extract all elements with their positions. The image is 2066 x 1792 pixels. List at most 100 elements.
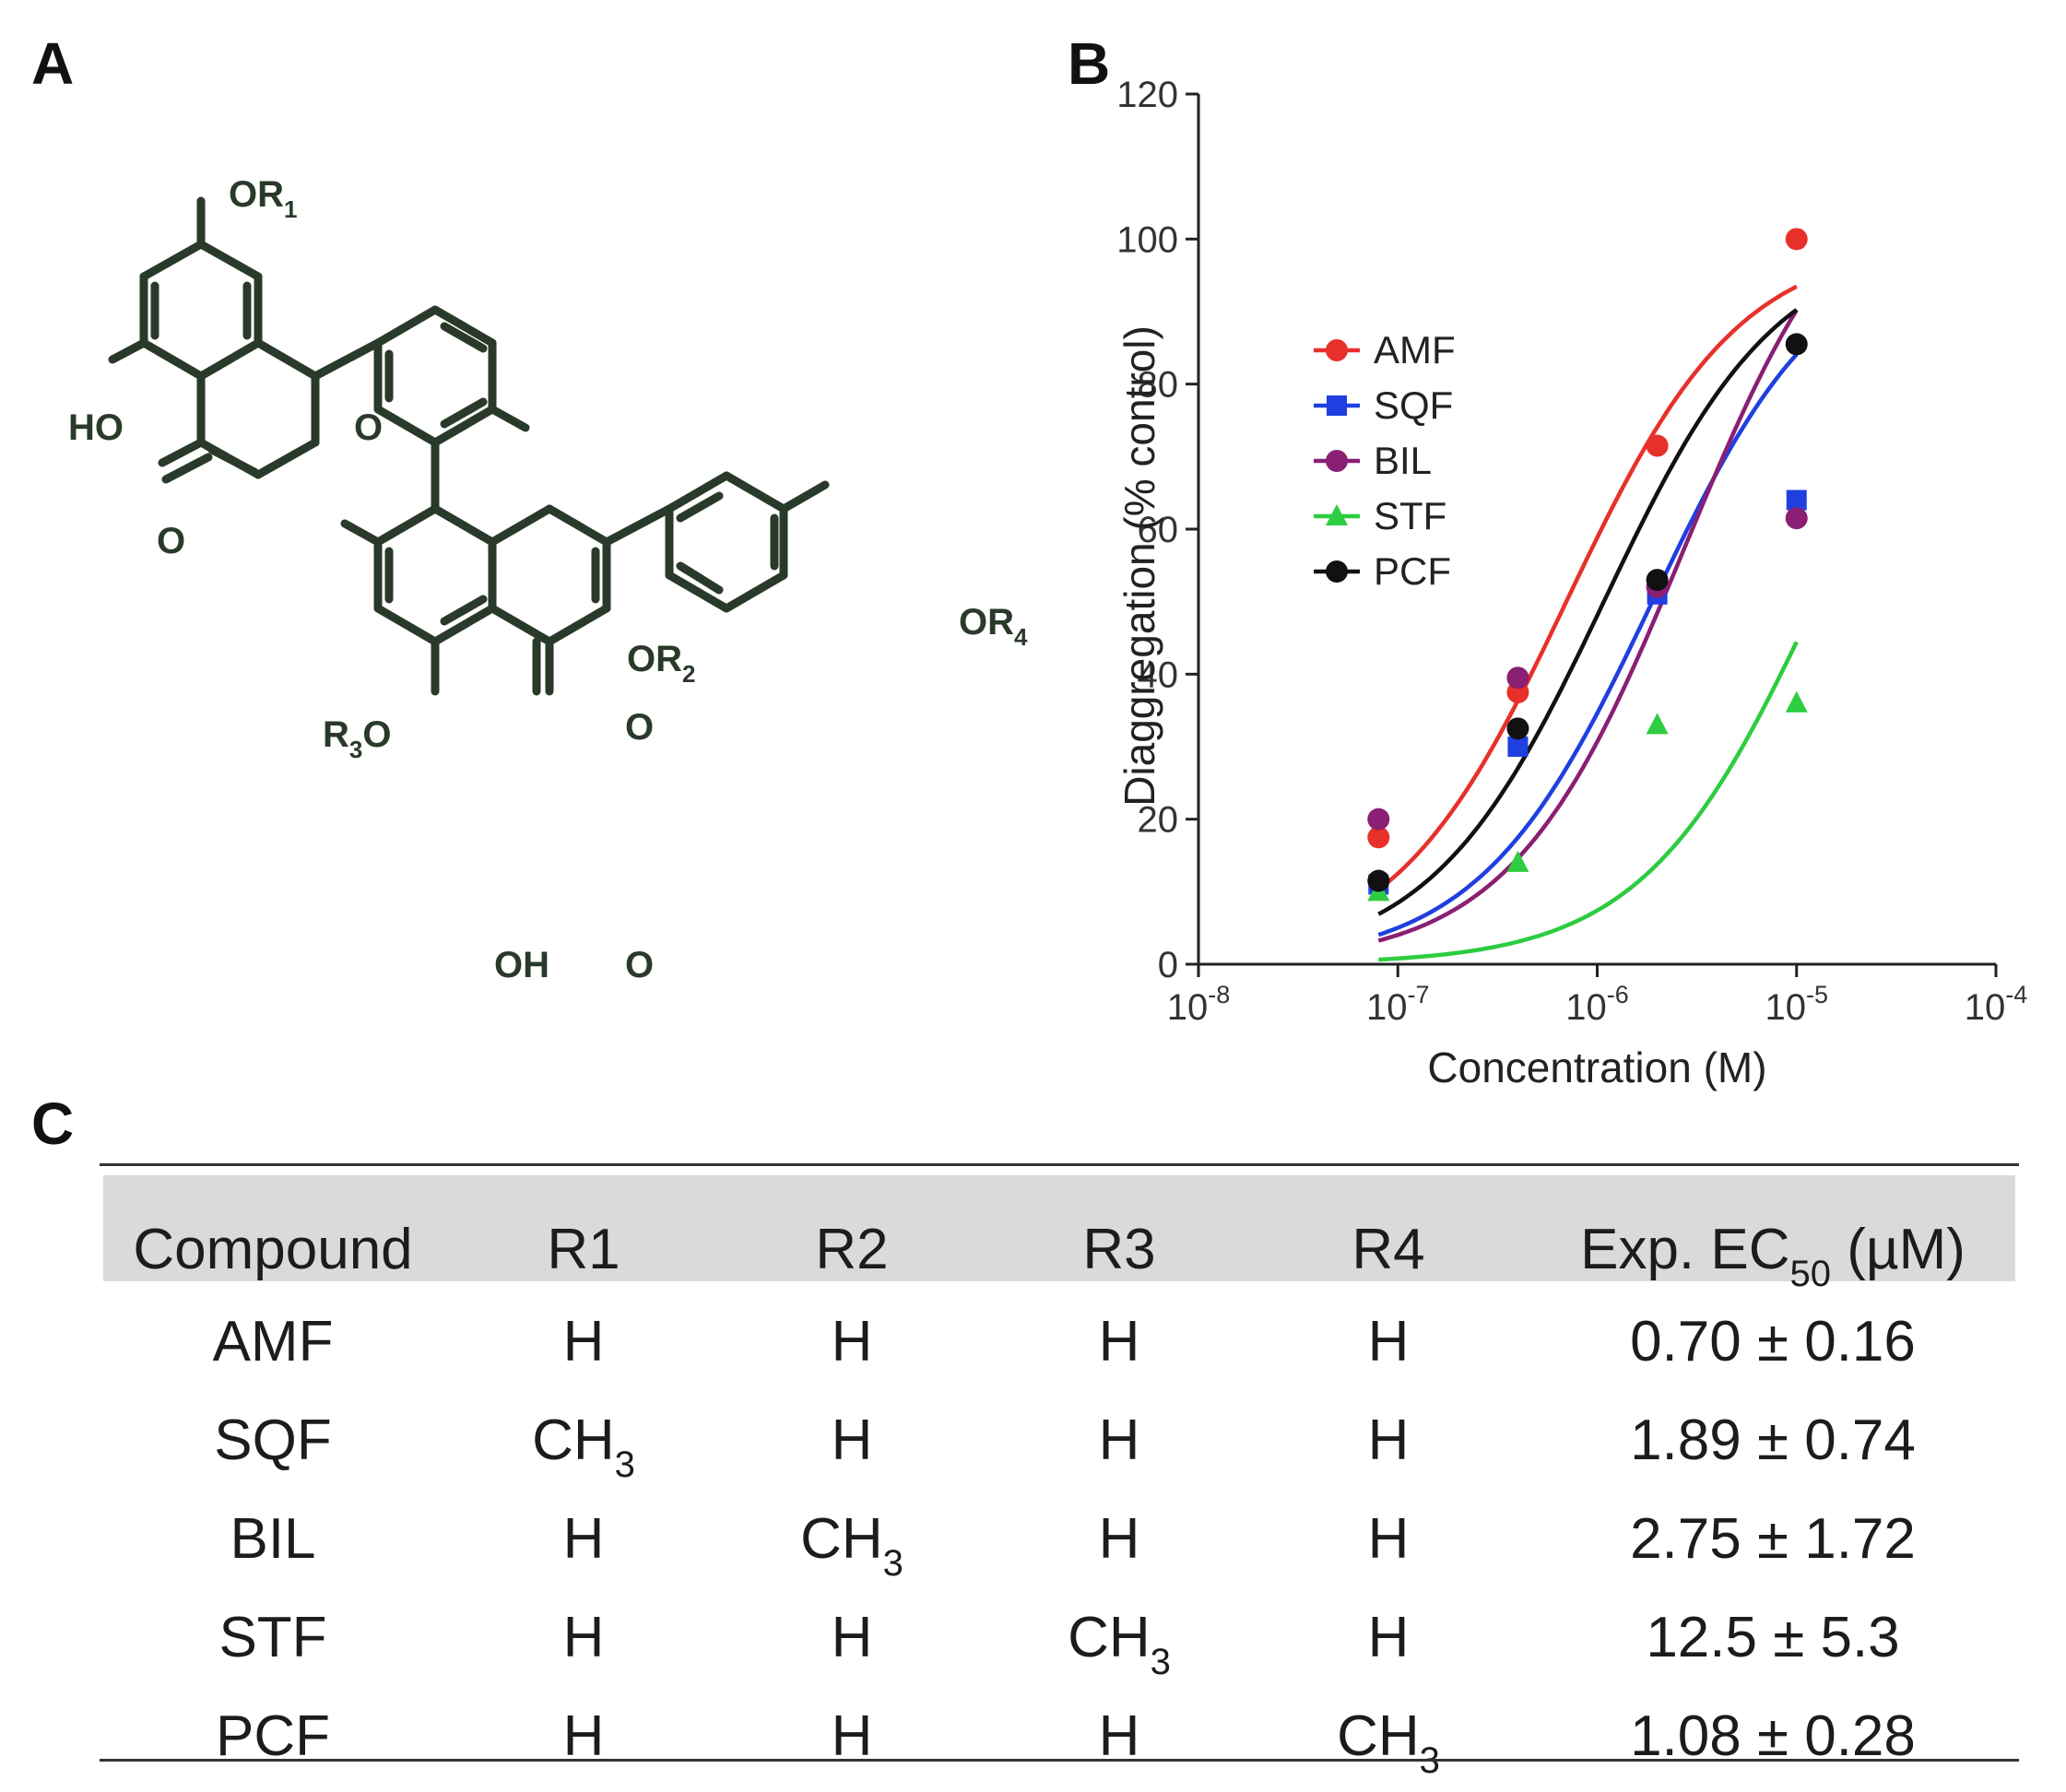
panel-label-b: B (1068, 30, 1111, 97)
table-bottom-rule (100, 1759, 2019, 1762)
legend-marker-pcf (1326, 560, 1348, 583)
cell-r4: H (1367, 1310, 1410, 1373)
bond (545, 604, 611, 646)
cell-compound: STF (218, 1606, 327, 1669)
data-point-pcf (1785, 333, 1808, 356)
y-tick-label: 0 (1158, 945, 1178, 985)
bond (488, 504, 554, 547)
label-r3o: R3O (323, 714, 391, 763)
bond (440, 322, 488, 353)
label-ring-o1: O (354, 407, 383, 448)
data-point-amf (1367, 826, 1390, 849)
bond (431, 604, 497, 646)
label-or2: OR2 (627, 639, 695, 688)
data-point-bil (1367, 808, 1390, 831)
data-point-stf (1785, 690, 1808, 713)
x-tick-label: 10-7 (1366, 981, 1430, 1028)
bond (373, 305, 440, 348)
legend-label-pcf: PCF (1374, 549, 1451, 593)
cell-r1: H (562, 1704, 605, 1768)
data-point-sqf (1507, 737, 1529, 757)
x-tick-label: 10-4 (1965, 981, 2028, 1028)
data-point-stf (1646, 713, 1669, 735)
dose-response-chart: 0 20 40 60 80 100 120 10-8 10-7 10-6 10-5 10-4 AMF S… (1116, 75, 2027, 1091)
cell-ec50: 12.5 ± 5.3 (1646, 1606, 1900, 1669)
cell-r3: H (1098, 1704, 1140, 1768)
chart-curves (1376, 284, 1799, 962)
panel-label-a: A (31, 30, 75, 97)
cell-r3: H (1098, 1310, 1140, 1373)
cell-r4: H (1367, 1507, 1410, 1571)
bond (158, 438, 206, 467)
legend-marker-bil (1326, 450, 1348, 472)
data-point-stf (1506, 850, 1529, 872)
bond (431, 504, 497, 547)
cell-compound: AMF (212, 1310, 334, 1373)
data-point-amf (1785, 228, 1808, 251)
y-tick-label: 80 (1138, 365, 1179, 406)
cell-r2: H (831, 1310, 873, 1373)
y-tick-label: 60 (1138, 510, 1179, 550)
bond (373, 604, 440, 646)
cell-r2: H (831, 1704, 873, 1768)
cell-ec50: 2.75 ± 1.72 (1630, 1507, 1916, 1571)
bond (373, 405, 440, 447)
data-point-pcf (1646, 569, 1669, 592)
y-tick-label: 120 (1116, 75, 1178, 115)
cell-r4: H (1367, 1606, 1410, 1669)
panel-label-c: C (31, 1091, 75, 1157)
header-ec50: Exp. EC50 (µM) (1580, 1218, 1966, 1295)
bond (779, 480, 830, 513)
cell-r3: H (1098, 1409, 1140, 1472)
data-point-amf (1646, 434, 1669, 457)
bond (665, 471, 731, 513)
y-tick-label: 100 (1116, 219, 1178, 260)
x-tick-label: 10-6 (1565, 981, 1629, 1028)
y-tick-label: 20 (1138, 800, 1179, 841)
label-ho: HO (68, 407, 124, 448)
bond (488, 604, 554, 646)
bond (431, 405, 497, 447)
cell-r2: H (831, 1606, 873, 1669)
bond (254, 438, 320, 479)
cell-ec50: 1.08 ± 0.28 (1630, 1704, 1916, 1768)
bond (254, 338, 320, 381)
header-compound: Compound (133, 1218, 413, 1281)
bond (488, 405, 530, 432)
x-axis-label: Concentration (M) (1427, 1043, 1766, 1091)
bond (311, 338, 383, 381)
structure-bonds (108, 196, 830, 696)
header-r2: R2 (815, 1218, 889, 1281)
bond (139, 338, 206, 381)
chart-points (1367, 228, 1808, 902)
fit-curve-stf (1378, 641, 1799, 962)
label-or4: OR4 (959, 602, 1028, 651)
bond (340, 519, 383, 547)
cell-r1: H (562, 1310, 605, 1373)
legend-label-stf: STF (1374, 494, 1446, 537)
chart-axes: 0 20 40 60 80 100 120 10-8 10-7 10-6 10-5 10-4 (1116, 75, 2027, 1028)
legend-label-amf: AMF (1374, 328, 1456, 371)
label-ring-o2: O (625, 707, 654, 748)
table-top-rule (100, 1163, 2019, 1166)
legend-marker-sqf (1327, 395, 1347, 416)
cell-r4: H (1367, 1409, 1410, 1472)
x-tick-label: 10-8 (1167, 981, 1231, 1028)
fit-curve-sqf (1377, 352, 1799, 937)
bond (108, 338, 148, 364)
data-point-pcf (1506, 717, 1529, 740)
header-r3: R3 (1082, 1218, 1156, 1281)
cell-r1: CH3 (532, 1409, 635, 1486)
cell-r2: CH3 (800, 1507, 903, 1585)
data-point-bil (1785, 507, 1808, 530)
cell-compound: BIL (230, 1507, 316, 1571)
y-tick-label: 40 (1138, 654, 1179, 695)
label-keto-o2: O (625, 945, 654, 985)
bond (139, 240, 206, 281)
cell-ec50: 1.89 ± 0.74 (1630, 1409, 1916, 1472)
fit-curve-pcf (1377, 308, 1799, 916)
cell-r4: CH3 (1337, 1704, 1440, 1781)
bond (602, 504, 674, 547)
bond (207, 445, 259, 477)
cell-compound: PCF (216, 1704, 330, 1768)
